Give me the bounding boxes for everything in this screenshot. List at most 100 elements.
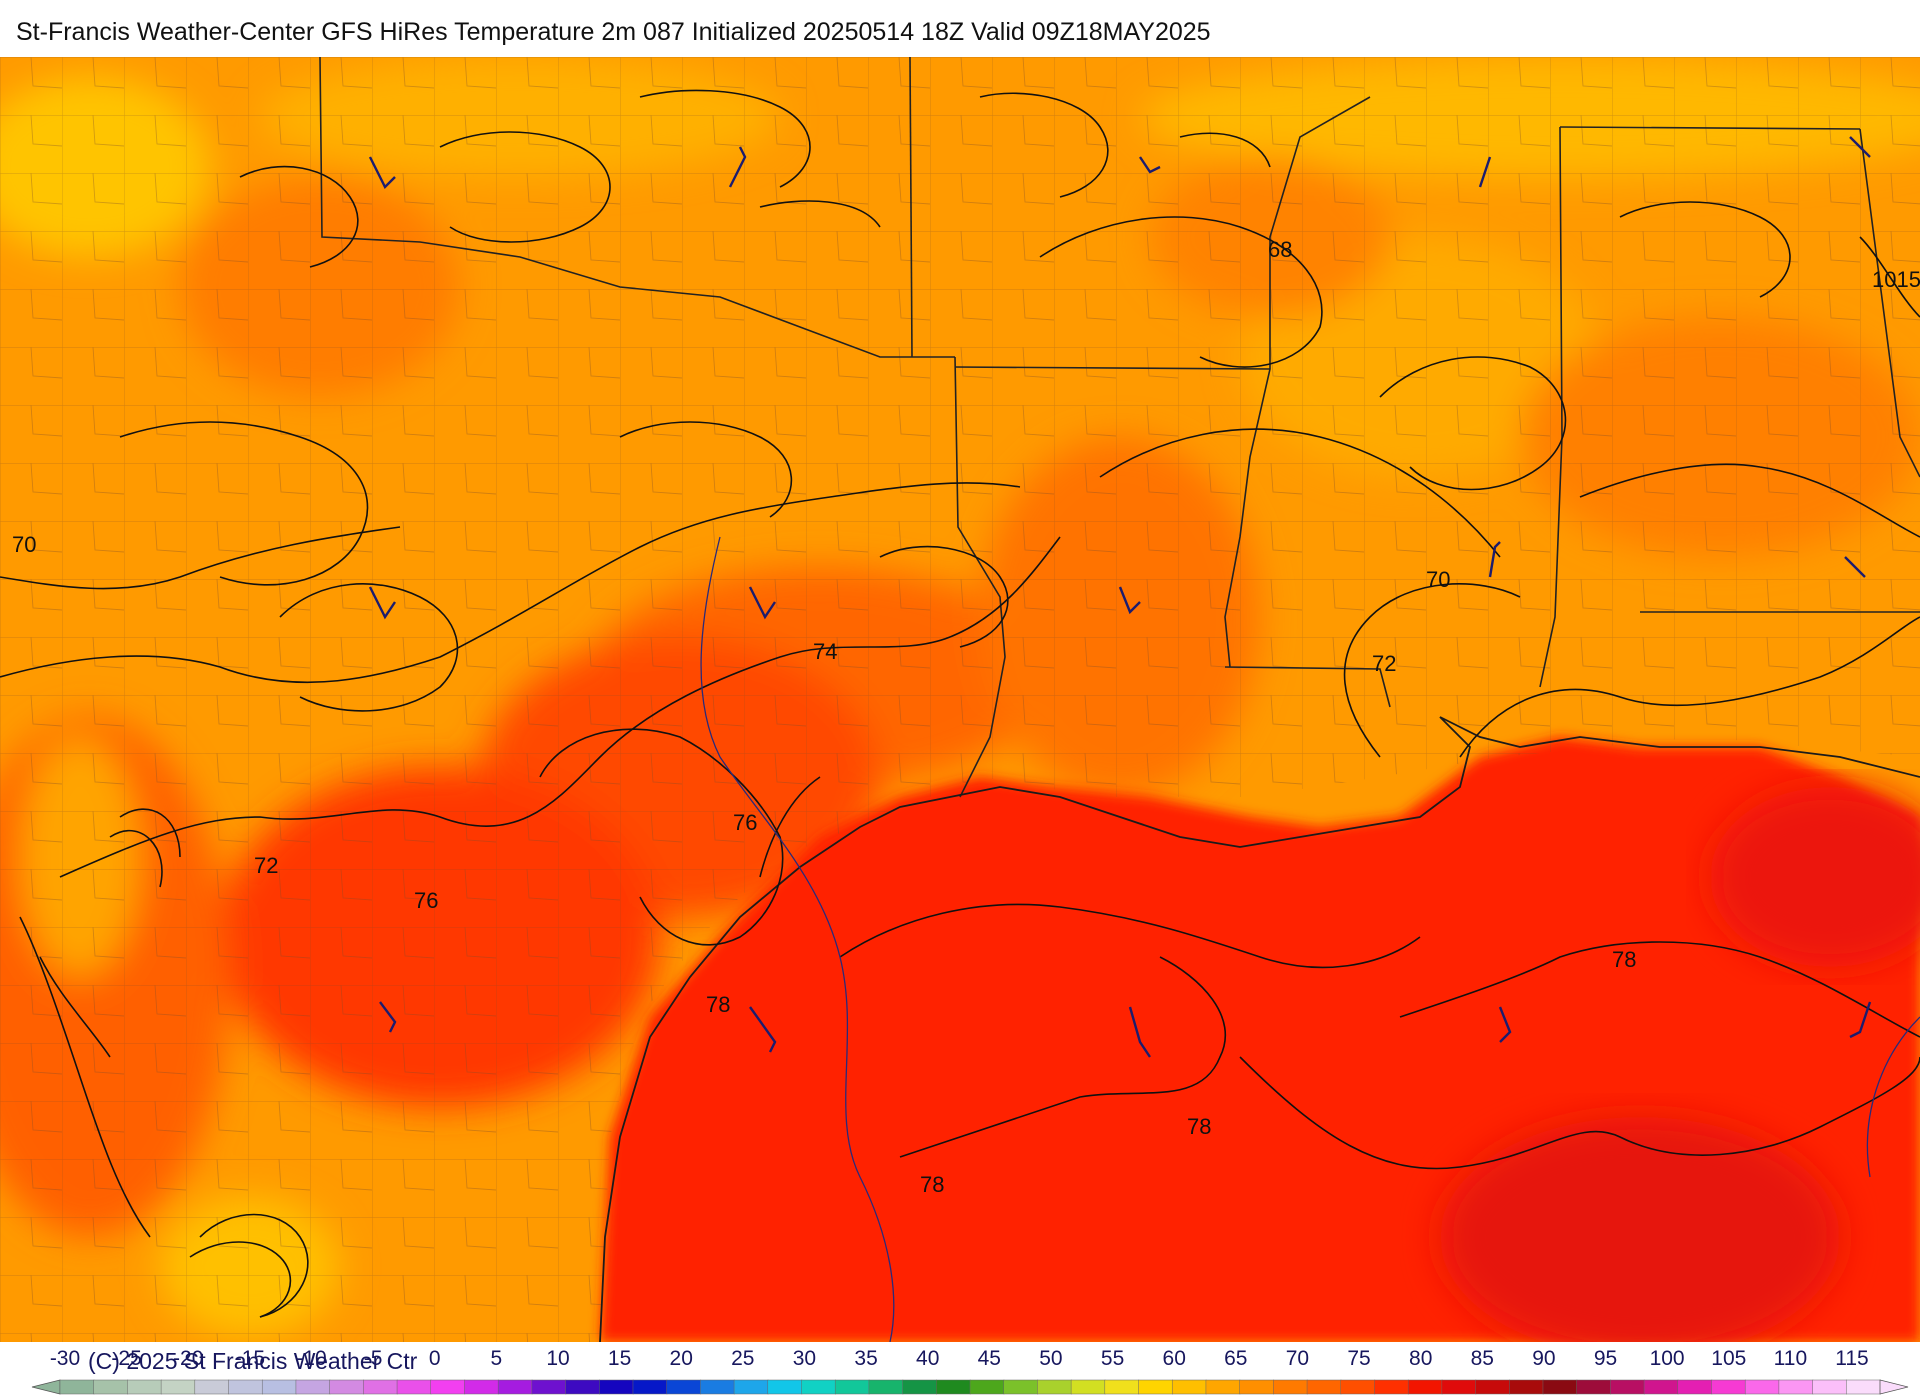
- legend-swatch: [1037, 1379, 1072, 1395]
- wind-barbs: [368, 136, 1872, 1058]
- contour-label-72-east: 72: [1372, 651, 1396, 676]
- legend-swatch: [868, 1379, 904, 1395]
- legend-swatch: [127, 1379, 162, 1395]
- legend-tick-label: 5: [490, 1347, 502, 1370]
- legend-swatch: [1003, 1379, 1039, 1395]
- legend-swatch: [261, 1379, 297, 1395]
- contour-label-76-coast: 76: [733, 810, 757, 835]
- legend-swatch: [801, 1379, 836, 1395]
- legend-swatch: [1846, 1379, 1881, 1395]
- contour-label-78-east: 78: [1612, 947, 1636, 972]
- legend-swatch: [1677, 1379, 1713, 1395]
- legend-swatch: [902, 1379, 938, 1395]
- isobar-1015: [700, 536, 895, 1342]
- legend-tick-label: 15: [608, 1347, 631, 1370]
- legend-tick-label: 30: [793, 1347, 816, 1370]
- legend-swatch: [599, 1379, 634, 1395]
- legend-swatch: [1475, 1379, 1511, 1395]
- legend-tick-label: -10: [296, 1347, 326, 1370]
- contour-label-72-west: 72: [254, 853, 278, 878]
- county-lines: [0, 57, 1920, 1342]
- legend-swatch: [1205, 1379, 1241, 1395]
- legend-swatch: [1306, 1379, 1342, 1395]
- legend-swatch: [632, 1379, 668, 1395]
- contour-label-78-gulf: 78: [1187, 1114, 1211, 1139]
- contour-label-74: 74: [813, 639, 837, 664]
- legend-tick-label: -20: [173, 1347, 203, 1370]
- legend-swatch: [1273, 1379, 1308, 1395]
- map-title: St-Francis Weather-Center GFS HiRes Temp…: [16, 18, 1211, 46]
- legend-tick-label: 110: [1774, 1347, 1807, 1370]
- legend-swatch: [1340, 1379, 1376, 1395]
- legend-swatch: [497, 1379, 533, 1395]
- legend-swatch: [1374, 1379, 1409, 1395]
- legend-swatch: [363, 1379, 398, 1395]
- legend-tick-label: 0: [429, 1347, 441, 1370]
- legend-tick-label: 10: [546, 1347, 569, 1370]
- legend-tick-label: 40: [916, 1347, 939, 1370]
- legend-swatch: [767, 1379, 803, 1395]
- legend-tick-label: 45: [978, 1347, 1001, 1370]
- legend-swatch: [1778, 1379, 1814, 1395]
- legend-tick-labels: -30 -25 -20 -15 -10 -5 0 5 10 15 20 25 30 35 40 45 50 55 6…: [50, 1347, 1869, 1370]
- legend-swatch: [464, 1379, 499, 1395]
- legend-swatch: [93, 1379, 129, 1395]
- warm-core-east: [1710, 787, 1920, 967]
- legend-swatch: [565, 1379, 601, 1395]
- legend-tick-label: 75: [1347, 1347, 1370, 1370]
- legend-tick-label: 70: [1286, 1347, 1309, 1370]
- legend-swatch: [666, 1379, 702, 1395]
- legend-tick-label: -15: [235, 1347, 265, 1370]
- contour-label-78-coast: 78: [706, 992, 730, 1017]
- pressure-label-1015: 1015: [1872, 267, 1920, 292]
- legend-swatch: [1812, 1379, 1848, 1395]
- legend-swatch: [295, 1379, 331, 1395]
- copyright-notice: (C) 2025 St Francis Weather Ctr: [88, 1348, 418, 1374]
- warm-core: [1440, 1117, 1840, 1342]
- temperature-map[interactable]: 68 70 70 72 72 74 76 76 78 78 78 78 1015: [0, 57, 1920, 1342]
- legend-swatch: [1509, 1379, 1544, 1395]
- legend-swatch: [531, 1379, 567, 1395]
- legend-swatch: [1138, 1379, 1173, 1395]
- legend-swatch: [228, 1379, 263, 1395]
- legend-swatch: [1070, 1379, 1106, 1395]
- legend-swatch: [834, 1379, 870, 1395]
- contour-label-70-east: 70: [1426, 567, 1450, 592]
- legend-swatch: [1239, 1379, 1275, 1395]
- legend-swatch: [700, 1379, 735, 1395]
- legend-swatch: [1610, 1379, 1645, 1395]
- legend-tick-label: 55: [1101, 1347, 1124, 1370]
- legend-swatch: [329, 1379, 365, 1395]
- legend-tick-label: 90: [1532, 1347, 1555, 1370]
- legend-swatch: [1542, 1379, 1578, 1395]
- legend-swatch: [1576, 1379, 1612, 1395]
- legend-tick-label: 60: [1163, 1347, 1186, 1370]
- legend-tick-label: 65: [1224, 1347, 1247, 1370]
- legend-swatch: [59, 1379, 95, 1395]
- legend-tick-label: 35: [854, 1347, 877, 1370]
- legend-tick-label: 50: [1039, 1347, 1062, 1370]
- legend-swatch: [1744, 1379, 1780, 1395]
- contour-label-76-inland: 76: [414, 888, 438, 913]
- legend-swatch: [936, 1379, 971, 1395]
- legend-tick-label: 25: [731, 1347, 754, 1370]
- legend-swatch: [1711, 1379, 1746, 1395]
- legend-swatch: [733, 1379, 769, 1395]
- legend-tick-label: 95: [1594, 1347, 1617, 1370]
- legend-swatch: [1104, 1379, 1140, 1395]
- legend-tick-label: 105: [1711, 1347, 1746, 1370]
- legend-tick-label: -30: [50, 1347, 80, 1370]
- legend-tick-label: 85: [1471, 1347, 1494, 1370]
- legend-tick-label: 80: [1409, 1347, 1432, 1370]
- legend-swatch: [969, 1379, 1005, 1395]
- legend-tick-label: 100: [1650, 1347, 1685, 1370]
- legend-tick-label: 20: [670, 1347, 693, 1370]
- color-legend: -30 -25 -20 -15 -10 -5 0 5 10 15 20 25 30 35 40 45 50 55 6…: [0, 1342, 1920, 1400]
- contour-label-78-south: 78: [920, 1172, 944, 1197]
- legend-swatch: [1407, 1379, 1443, 1395]
- legend-tick-label: 115: [1835, 1347, 1868, 1370]
- legend-arrow-high: [1879, 1379, 1909, 1395]
- legend-swatch: [160, 1379, 196, 1395]
- isobar-east: [1866, 1016, 1920, 1178]
- contour-label-70-west: 70: [12, 532, 36, 557]
